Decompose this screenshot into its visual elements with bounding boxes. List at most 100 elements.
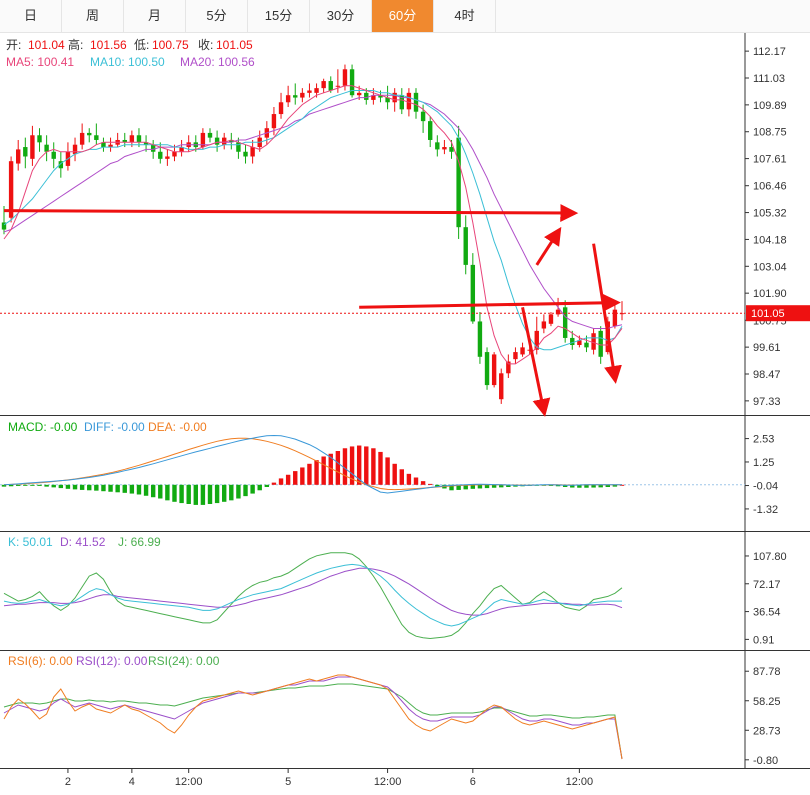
macd-bar xyxy=(356,445,362,485)
macd-bar xyxy=(619,484,625,486)
price-axis-label: 106.46 xyxy=(753,181,787,193)
candle-body xyxy=(378,95,383,98)
candle-body xyxy=(1,222,7,230)
macd-bar xyxy=(44,484,49,487)
candle-body xyxy=(271,114,277,129)
macd-bar xyxy=(200,484,206,505)
macd-bar xyxy=(577,484,582,488)
candle-body xyxy=(51,151,56,159)
macd-bar xyxy=(37,484,42,486)
high-value: 101.56 xyxy=(90,38,127,52)
candle-body xyxy=(484,352,490,386)
candle-body xyxy=(342,69,348,86)
macd-bar xyxy=(143,484,149,496)
candle-body xyxy=(87,132,92,136)
candle-body xyxy=(548,314,554,324)
macd-bar xyxy=(477,484,483,489)
candle-body xyxy=(58,161,64,169)
red-arrow-3 xyxy=(592,243,622,384)
tab-0[interactable]: 日 xyxy=(0,0,62,32)
candle-body xyxy=(94,135,99,140)
candle-body xyxy=(442,147,447,150)
tab-7[interactable]: 4时 xyxy=(434,0,496,32)
tab-1[interactable]: 周 xyxy=(62,0,124,32)
rsi24-legend: RSI(24): 0.00 xyxy=(148,654,220,668)
candle-body xyxy=(491,354,497,386)
candle-body xyxy=(399,95,404,110)
tab-2[interactable]: 月 xyxy=(124,0,186,32)
macd-bar xyxy=(250,484,255,494)
current-price-label: 101.05 xyxy=(751,308,785,320)
candle-body xyxy=(136,135,142,143)
candle-body xyxy=(371,95,376,100)
tab-6[interactable]: 60分 xyxy=(372,0,434,32)
candle-body xyxy=(570,337,575,346)
time-axis-label: 4 xyxy=(129,776,135,788)
close-label: 收: xyxy=(198,38,213,52)
macd-bar xyxy=(165,484,170,501)
macd-bar xyxy=(378,451,383,485)
macd-bar xyxy=(58,484,64,489)
macd-bar xyxy=(51,484,56,488)
macd-bar xyxy=(456,484,461,490)
candle-body xyxy=(598,330,603,357)
candle-body xyxy=(541,321,547,329)
macd-bar xyxy=(406,473,412,485)
candle-body xyxy=(456,137,461,228)
candle-body xyxy=(243,151,248,157)
candle-body xyxy=(236,142,241,152)
j-legend: J: 66.99 xyxy=(118,535,161,549)
tab-5[interactable]: 30分 xyxy=(310,0,372,32)
macd-bar xyxy=(257,484,262,491)
candle-body xyxy=(364,92,369,100)
candle-body xyxy=(8,161,14,218)
candle-body xyxy=(108,144,113,148)
diff-legend: DIFF: -0.00 xyxy=(84,420,145,434)
diff-line xyxy=(3,434,622,494)
macd-bar xyxy=(158,484,163,499)
macd-bar xyxy=(598,484,603,488)
macd-bar xyxy=(278,478,284,485)
candle-body xyxy=(506,361,511,374)
macd-bar xyxy=(335,451,341,485)
candle-body xyxy=(314,88,319,93)
candle-body xyxy=(534,330,539,350)
candle-body xyxy=(335,85,341,87)
candle-body xyxy=(392,92,397,103)
candle-body xyxy=(413,92,419,112)
macd-bar xyxy=(87,484,92,491)
candle-body xyxy=(499,373,504,400)
price-axis-label: 109.89 xyxy=(753,100,787,112)
ma10-line xyxy=(3,90,623,351)
macd-bar xyxy=(1,484,7,487)
candle-body xyxy=(44,144,49,152)
macd-bar xyxy=(229,484,234,501)
time-axis-label: 2 xyxy=(65,776,71,788)
candle-body xyxy=(30,135,35,159)
candle-body xyxy=(612,309,618,327)
tab-4[interactable]: 15分 xyxy=(248,0,310,32)
macd-bar xyxy=(364,446,369,485)
rsi6-legend: RSI(6): 0.00 xyxy=(8,654,73,668)
candle-body xyxy=(527,349,532,351)
macd-bar xyxy=(548,484,554,486)
candle-body xyxy=(207,132,213,138)
candle-body xyxy=(222,137,227,145)
macd-bar xyxy=(193,484,198,505)
macd-bar xyxy=(328,453,333,485)
candle-body xyxy=(477,321,483,357)
macd-bar xyxy=(435,484,440,487)
macd-bar xyxy=(79,484,85,490)
price-axis-label: 111.03 xyxy=(753,73,785,85)
time-axis-label: 12:00 xyxy=(566,776,594,788)
macd-bar xyxy=(506,484,511,487)
candle-body xyxy=(513,352,518,360)
macd-axis-label: -1.32 xyxy=(753,504,778,516)
price-axis-label: 97.33 xyxy=(753,396,781,408)
close-value: 101.05 xyxy=(216,38,253,52)
candle-body xyxy=(37,135,42,143)
time-axis-label: 12:00 xyxy=(175,776,203,788)
tab-3[interactable]: 5分 xyxy=(186,0,248,32)
rsi6-line xyxy=(3,674,623,760)
macd-bar xyxy=(65,484,71,489)
